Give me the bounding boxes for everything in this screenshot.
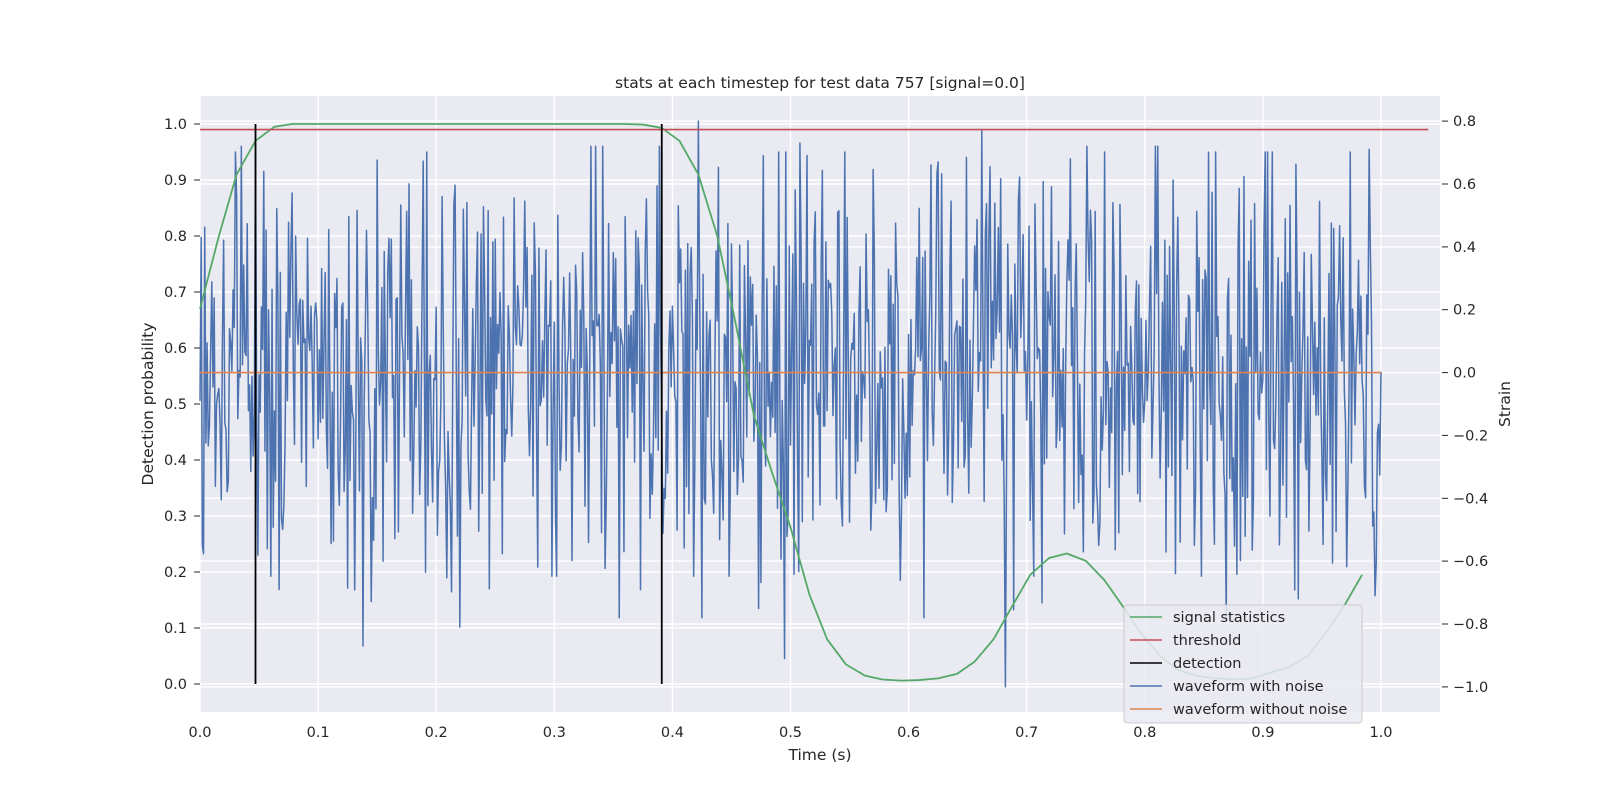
y-right-tick-label: −0.4 <box>1453 491 1488 507</box>
chart-title: stats at each timestep for test data 757… <box>615 74 1025 92</box>
legend-label-waveform-with-noise: waveform with noise <box>1173 679 1324 695</box>
y-tick-label: 0.5 <box>164 397 187 413</box>
y-right-tick-label: 0.4 <box>1453 240 1476 256</box>
legend-label-signal-statistics: signal statistics <box>1173 610 1285 626</box>
x-tick-label: 0.6 <box>897 725 920 741</box>
x-tick-label: 0.8 <box>1133 725 1156 741</box>
y-right-tick-label: −0.8 <box>1453 617 1488 633</box>
y-axis-label: Detection probability <box>139 323 157 486</box>
x-tick-label: 0.1 <box>307 725 330 741</box>
y-right-tick-label: 0.6 <box>1453 177 1476 193</box>
x-tick-label: 0.5 <box>779 725 802 741</box>
x-tick-label: 0.3 <box>543 725 566 741</box>
y-right-tick-label: 0.8 <box>1453 114 1476 130</box>
x-tick-label: 0.9 <box>1251 725 1274 741</box>
y-tick-label: 0.8 <box>164 229 187 245</box>
y-tick-label: 0.2 <box>164 565 187 581</box>
y-tick-label: 0.9 <box>164 173 187 189</box>
axes-layer: 0.0 0.1 0.2 0.3 0.4 0.5 0.6 0.7 0.8 0.9 1.0 0.0 0.1 0… <box>164 114 1488 741</box>
y-right-axis-label: Strain <box>1496 381 1514 427</box>
y-tick-label: 1.0 <box>164 117 187 133</box>
x-tick-label: 0.7 <box>1015 725 1038 741</box>
x-tick-label: 0.4 <box>661 725 684 741</box>
x-tick-label: 0.2 <box>425 725 448 741</box>
y-tick-label: 0.3 <box>164 509 187 525</box>
legend-label-threshold: threshold <box>1173 633 1241 649</box>
y-right-tick-label: 0.2 <box>1453 303 1476 319</box>
y-tick-label: 0.1 <box>164 621 187 637</box>
x-tick-label: 0.0 <box>188 725 211 741</box>
waveform-with-noise-line <box>199 120 1382 688</box>
y-tick-label: 0.7 <box>164 285 187 301</box>
y-tick-label: 0.0 <box>164 677 187 693</box>
y-tick-label: 0.6 <box>164 341 187 357</box>
y-right-tick-label: −1.0 <box>1453 680 1488 696</box>
legend-frame <box>1123 604 1363 724</box>
x-axis-label: Time (s) <box>787 746 851 764</box>
y-right-tick-label: 0.0 <box>1453 366 1476 382</box>
legend-label-detection: detection <box>1173 656 1241 672</box>
legend-label-waveform-without-noise: waveform without noise <box>1173 702 1347 718</box>
y-right-tick-label: −0.2 <box>1453 428 1488 444</box>
x-tick-label: 1.0 <box>1369 725 1392 741</box>
y-tick-label: 0.4 <box>164 453 187 469</box>
legend: signal statistics threshold detection wa… <box>1123 604 1363 724</box>
y-right-tick-label: −0.6 <box>1453 554 1488 570</box>
